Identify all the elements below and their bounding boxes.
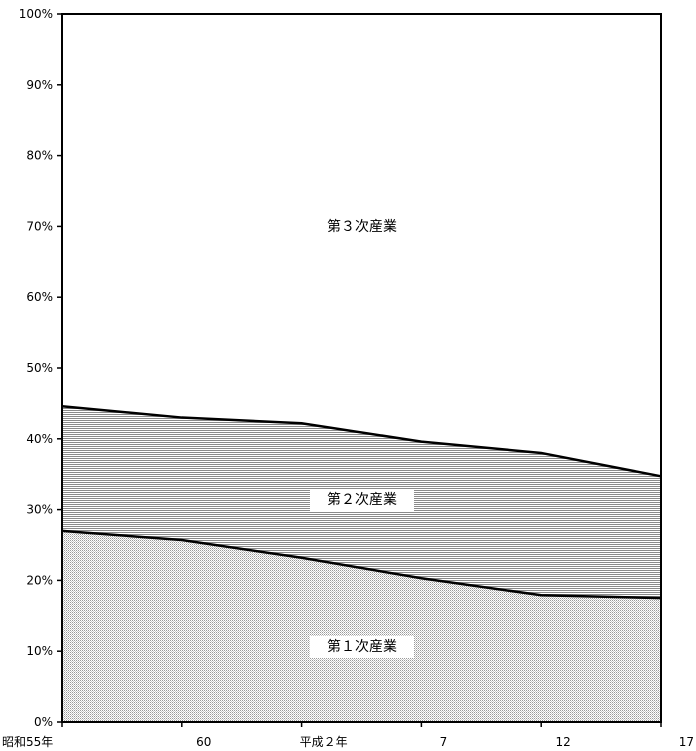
y-tick-label: 100% <box>19 7 53 21</box>
y-tick-label: 0% <box>34 715 53 729</box>
boundary-line-secondary <box>61 404 662 478</box>
series-label-primary: 第１次産業 <box>327 638 397 655</box>
x-tick-label: 7 <box>440 735 448 749</box>
x-tick-label: 12 <box>556 735 571 749</box>
y-tick-label: 60% <box>26 290 53 304</box>
x-tick-label: 60 <box>196 735 211 749</box>
series-label-tertiary: 第３次産業 <box>327 218 397 235</box>
series-label-secondary: 第２次産業 <box>327 491 397 508</box>
y-tick-label: 90% <box>26 78 53 92</box>
y-tick-label: 10% <box>26 644 53 658</box>
series-label-background <box>310 489 414 511</box>
y-tick-label: 50% <box>26 361 53 375</box>
x-tick-label: 平成２年 <box>300 735 348 749</box>
area-primary-industry <box>62 530 661 722</box>
y-tick-label: 20% <box>26 573 53 587</box>
series-label-background <box>310 216 414 238</box>
y-tick-label: 70% <box>26 219 53 233</box>
y-tick-label: 40% <box>26 432 53 446</box>
x-tick-label: 17 <box>679 735 694 749</box>
y-tick-label: 30% <box>26 503 53 517</box>
area-tertiary-industry <box>62 14 661 477</box>
y-tick-label: 80% <box>26 149 53 163</box>
series-label-background <box>310 636 414 658</box>
boundary-line-primary <box>61 529 662 600</box>
x-tick-label: 昭和55年 <box>2 735 53 749</box>
